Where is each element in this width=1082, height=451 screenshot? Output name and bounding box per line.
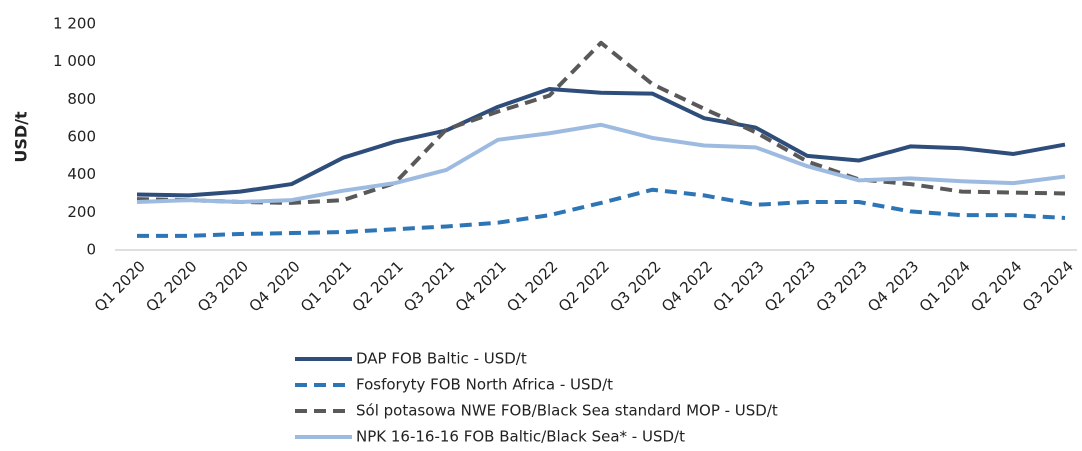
x-tick-label: Q2 2023 (761, 257, 819, 315)
data-line (136, 122, 1066, 204)
y-axis-title: USD/t (12, 111, 31, 163)
y-tick-label: 400 (67, 165, 96, 183)
x-tick-label: Q3 2024 (1019, 257, 1077, 315)
x-tick-label: Q2 2020 (142, 257, 200, 315)
y-tick-label: 600 (67, 128, 96, 146)
x-tick-label: Q3 2023 (813, 257, 871, 315)
y-tick-label: 0 (86, 241, 96, 259)
legend-label: Fosforyty FOB North Africa - USD/t (356, 376, 613, 394)
x-tick-label: Q2 2021 (349, 257, 407, 315)
y-tick-label: 800 (67, 90, 96, 108)
x-tick-label: Q3 2022 (606, 257, 664, 315)
x-tick-label: Q1 2024 (916, 257, 974, 315)
y-tick-label: 1 200 (53, 15, 96, 33)
legend-label: DAP FOB Baltic - USD/t (356, 350, 527, 368)
data-line (137, 187, 1066, 238)
x-tick-label: Q3 2021 (400, 257, 458, 315)
data-line (136, 40, 1066, 205)
legend-label: NPK 16-16-16 FOB Baltic/Black Sea* - USD… (356, 428, 685, 446)
y-tick-label: 200 (67, 203, 96, 221)
x-tick-label: Q1 2020 (91, 257, 149, 315)
x-tick-label: Q1 2022 (503, 257, 561, 315)
x-tick-label: Q4 2020 (245, 257, 303, 315)
x-tick-label: Q4 2022 (658, 257, 716, 315)
data-line (136, 86, 1066, 198)
y-tick-label: 1 000 (53, 52, 96, 70)
x-tick-label: Q2 2022 (555, 257, 613, 315)
x-tick-label: Q4 2023 (864, 257, 922, 315)
x-tick-label: Q2 2024 (967, 257, 1025, 315)
legend-label: Sól potasowa NWE FOB/Black Sea standard … (356, 402, 778, 420)
x-tick-label: Q4 2021 (452, 257, 510, 315)
x-tick-label: Q1 2023 (709, 257, 767, 315)
x-tick-label: Q1 2021 (297, 257, 355, 315)
x-tick-label: Q3 2020 (194, 257, 252, 315)
